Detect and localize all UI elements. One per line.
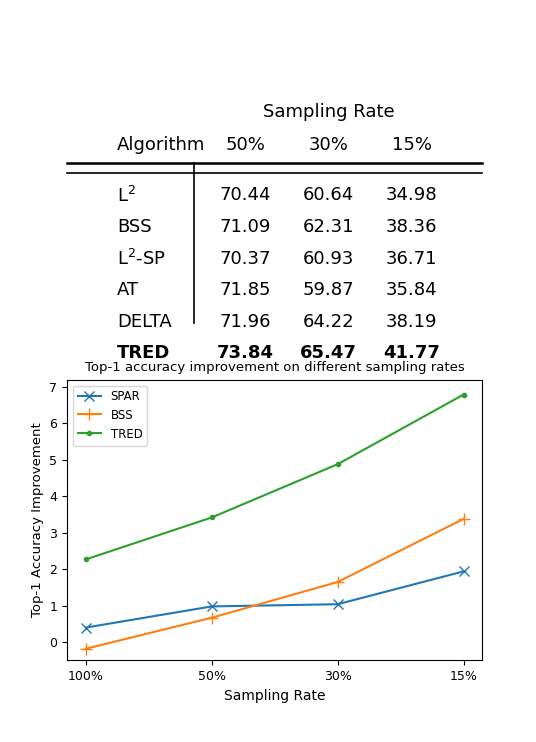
Text: 70.44: 70.44 <box>220 186 271 205</box>
Y-axis label: Top-1 Accuracy Improvement: Top-1 Accuracy Improvement <box>31 423 44 617</box>
Text: 30%: 30% <box>309 137 348 154</box>
Text: 71.09: 71.09 <box>220 218 271 236</box>
Line: TRED: TRED <box>81 390 468 563</box>
TRED <box>460 390 467 399</box>
Legend: SPAR, BSS, TRED: SPAR, BSS, TRED <box>73 386 147 446</box>
Line: SPAR: SPAR <box>81 567 468 632</box>
TRED <box>209 513 215 522</box>
Text: 60.64: 60.64 <box>303 186 354 205</box>
Text: 15%: 15% <box>392 137 432 154</box>
Text: 60.93: 60.93 <box>303 249 354 268</box>
Text: 38.19: 38.19 <box>386 313 437 331</box>
Text: DELTA: DELTA <box>117 313 172 331</box>
Text: 71.85: 71.85 <box>220 281 271 299</box>
Text: 64.22: 64.22 <box>303 313 354 331</box>
BSS <box>334 577 341 586</box>
Text: L$^2$: L$^2$ <box>117 186 136 206</box>
SPAR <box>209 602 215 611</box>
SPAR <box>460 567 467 576</box>
Text: 62.31: 62.31 <box>303 218 354 236</box>
X-axis label: Sampling Rate: Sampling Rate <box>224 689 325 703</box>
BSS <box>460 514 467 523</box>
Text: 34.98: 34.98 <box>386 186 437 205</box>
Text: Algorithm: Algorithm <box>117 137 205 154</box>
Text: 41.77: 41.77 <box>383 344 440 362</box>
Title: Top-1 accuracy improvement on different sampling rates: Top-1 accuracy improvement on different … <box>85 361 465 374</box>
Line: BSS: BSS <box>80 513 469 654</box>
Text: 65.47: 65.47 <box>300 344 357 362</box>
BSS <box>83 644 89 653</box>
BSS <box>209 614 215 623</box>
Text: 36.71: 36.71 <box>386 249 437 268</box>
SPAR <box>334 600 341 608</box>
Text: 38.36: 38.36 <box>386 218 437 236</box>
Text: 71.96: 71.96 <box>220 313 271 331</box>
Text: AT: AT <box>117 281 139 299</box>
Text: 50%: 50% <box>226 137 265 154</box>
Text: 70.37: 70.37 <box>220 249 271 268</box>
Text: TRED: TRED <box>117 344 170 362</box>
Text: BSS: BSS <box>117 218 152 236</box>
TRED <box>83 555 89 564</box>
Text: 73.84: 73.84 <box>217 344 274 362</box>
Text: 59.87: 59.87 <box>303 281 354 299</box>
Text: 35.84: 35.84 <box>386 281 437 299</box>
TRED <box>334 460 341 469</box>
Text: Sampling Rate: Sampling Rate <box>263 103 394 122</box>
Text: L$^2$-SP: L$^2$-SP <box>117 249 166 269</box>
SPAR <box>83 623 89 632</box>
